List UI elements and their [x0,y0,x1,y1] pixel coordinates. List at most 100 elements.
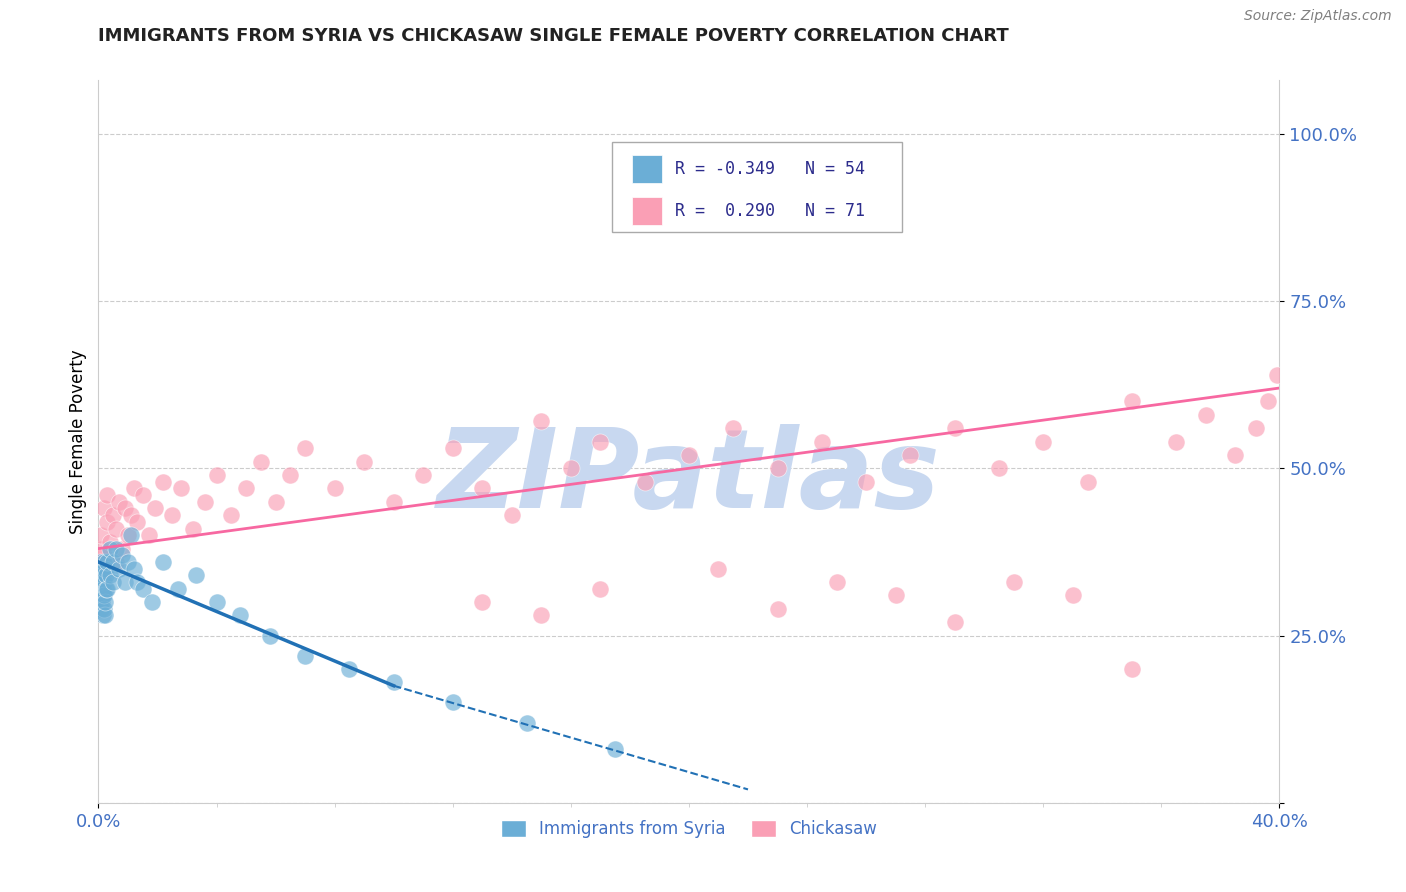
Point [707,562,730,576]
Point [1032,434,1054,449]
Point [1244,421,1267,435]
Point [382,675,405,690]
Point [91,589,114,603]
Point [117,555,139,569]
Point [259,628,281,642]
Point [91,568,114,582]
Point [94,595,117,609]
Point [93,575,115,590]
Point [111,548,134,563]
Point [96,555,118,569]
Point [943,615,966,630]
Point [90,568,112,582]
Point [93,501,115,516]
Point [94,562,117,576]
Point [91,608,114,623]
Point [90,562,112,576]
Point [1265,368,1288,382]
Point [90,602,112,616]
Point [162,508,183,523]
Point [94,582,117,596]
Y-axis label: Single Female Poverty: Single Female Poverty [69,350,87,533]
Point [884,589,907,603]
Point [339,662,361,676]
Point [132,488,155,502]
Text: ZIPatlas: ZIPatlas [437,425,941,531]
Point [108,494,131,508]
Point [93,602,115,616]
Point [98,541,121,556]
Point [855,475,877,489]
Text: Source: ZipAtlas.com: Source: ZipAtlas.com [1244,9,1392,23]
Point [530,608,553,623]
Point [105,555,128,569]
Point [141,595,163,609]
Point [766,602,789,616]
Point [264,494,287,508]
Point [250,455,273,469]
Point [90,582,112,596]
Point [1077,475,1099,489]
Point [132,582,155,596]
Point [441,696,464,710]
Point [323,482,346,496]
Point [1166,434,1188,449]
Point [96,488,118,502]
Bar [633,197,662,225]
Point [900,448,922,462]
Point [530,414,553,429]
Point [1257,394,1279,409]
Point [90,528,112,542]
Point [589,582,612,596]
Point [471,595,494,609]
Point [87,568,110,582]
Point [114,501,136,516]
Point [471,482,494,496]
Point [103,555,125,569]
Point [516,715,538,730]
Point [125,575,148,590]
Point [723,421,745,435]
Point [96,582,118,596]
Point [181,521,204,535]
Point [605,742,627,756]
Point [294,442,316,455]
Point [825,575,848,590]
Point [93,555,115,569]
Point [93,548,115,563]
Point [184,568,207,582]
Point [89,589,111,603]
Point [943,421,966,435]
Point [94,568,117,582]
Point [89,595,111,609]
Point [120,528,142,542]
Point [103,508,125,523]
Point [143,501,166,516]
Point [96,515,118,529]
Point [988,461,1011,475]
Point [170,482,193,496]
Point [441,442,464,455]
Point [98,534,121,549]
Point [382,494,405,508]
Point [122,562,145,576]
Text: IMMIGRANTS FROM SYRIA VS CHICKASAW SINGLE FEMALE POVERTY CORRELATION CHART: IMMIGRANTS FROM SYRIA VS CHICKASAW SINGL… [98,27,1010,45]
Point [89,562,111,576]
Point [98,568,121,582]
Point [125,515,148,529]
Point [117,528,139,542]
Point [589,434,612,449]
Legend: Immigrants from Syria, Chickasaw: Immigrants from Syria, Chickasaw [501,820,877,838]
Point [89,582,111,596]
Point [280,467,302,482]
Bar [633,155,662,183]
Point [229,608,252,623]
Point [1225,448,1247,462]
Point [105,541,128,556]
Point [114,575,136,590]
Point [103,575,125,590]
Point [93,582,115,596]
Point [91,595,114,609]
FancyBboxPatch shape [612,142,901,232]
Point [1002,575,1025,590]
